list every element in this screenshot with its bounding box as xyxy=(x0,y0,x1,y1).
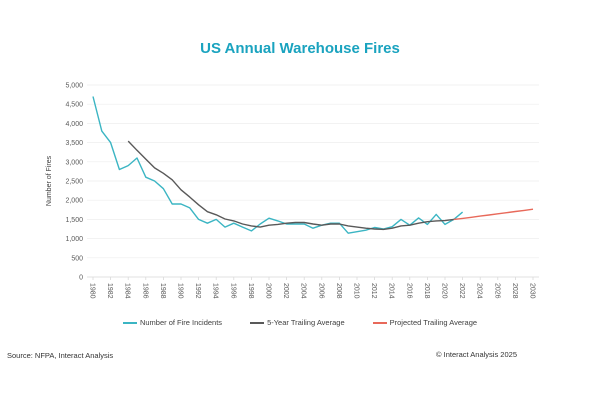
x-tick-label: 2002 xyxy=(282,283,289,299)
x-tick-label: 2010 xyxy=(353,283,360,299)
x-tick-label: 1986 xyxy=(141,283,148,299)
y-tick-label: 2,000 xyxy=(65,198,83,205)
x-tick-label: 2000 xyxy=(265,283,272,299)
axes: 0 500 1,000 1,500 2,000 2,500 3,000 3,500 4,000 4… xyxy=(65,83,539,299)
y-tick-label: 4,000 xyxy=(65,121,83,128)
legend-label-incidents: Number of Fire Incidents xyxy=(139,318,223,327)
legend-label-trailing-average: 5-Year Trailing Average xyxy=(267,318,345,327)
legend-swatch-projected xyxy=(372,321,387,324)
x-tick-label: 2004 xyxy=(300,283,307,299)
x-tick-label: 1980 xyxy=(89,283,96,299)
legend-item-trailing-average: 5-Year Trailing Average xyxy=(250,318,345,327)
grid xyxy=(87,84,539,259)
x-tick-label: 2020 xyxy=(441,283,448,299)
legend-item-incidents: Number of Fire Incidents xyxy=(122,318,223,327)
x-tick-label: 2018 xyxy=(423,283,430,299)
x-tick-label: 2014 xyxy=(388,283,395,299)
y-tick-label: 1,500 xyxy=(65,217,83,224)
legend-swatch-trailing-average xyxy=(250,321,265,324)
x-tick-label: 2006 xyxy=(317,283,324,299)
x-tick-label: 1982 xyxy=(106,283,113,299)
y-tick-label: 3,000 xyxy=(65,159,83,166)
legend: Number of Fire Incidents 5-Year Trailing… xyxy=(0,318,600,327)
y-tick-label: 2,500 xyxy=(65,179,83,186)
x-tick-label: 1988 xyxy=(159,283,166,299)
chart-title: US Annual Warehouse Fires xyxy=(200,40,400,57)
x-tick-label: 2026 xyxy=(493,283,500,299)
series-trailing-average xyxy=(127,140,454,231)
legend-item-projected: Projected Trailing Average xyxy=(372,318,478,327)
y-tick-label: 1,000 xyxy=(65,236,83,243)
x-tick-label: 1984 xyxy=(124,283,131,299)
series-fire-incidents xyxy=(92,96,464,234)
series-lines xyxy=(92,96,534,234)
x-tick-label: 2016 xyxy=(405,283,412,299)
y-axis-label: Number of Fires xyxy=(46,155,53,206)
copyright-note: © Interact Analysis 2025 xyxy=(436,350,517,359)
x-tick-label: 2030 xyxy=(529,283,536,299)
y-tick-label: 4,500 xyxy=(65,102,83,109)
x-tick-label: 2008 xyxy=(335,283,342,299)
x-tick-label: 1996 xyxy=(229,283,236,299)
x-tick-label: 2028 xyxy=(511,283,518,299)
y-tick-label: 3,500 xyxy=(65,140,83,147)
x-tick-label: 1992 xyxy=(194,283,201,299)
x-tick-label: 2022 xyxy=(458,283,465,299)
y-tick-label: 500 xyxy=(71,255,83,262)
y-tick-label: 0 xyxy=(79,275,83,282)
source-note: Source: NFPA, Interact Analysis xyxy=(7,351,114,360)
x-tick-label: 2024 xyxy=(476,283,483,299)
x-tick-label: 1990 xyxy=(177,283,184,299)
x-tick-label: 2012 xyxy=(370,283,377,299)
legend-label-projected: Projected Trailing Average xyxy=(389,318,478,327)
legend-swatch-incidents xyxy=(122,321,137,324)
x-tick-label: 1994 xyxy=(212,283,219,299)
series-projected-average xyxy=(453,208,534,221)
y-tick-label: 5,000 xyxy=(65,83,83,90)
x-tick-label: 1998 xyxy=(247,283,254,299)
